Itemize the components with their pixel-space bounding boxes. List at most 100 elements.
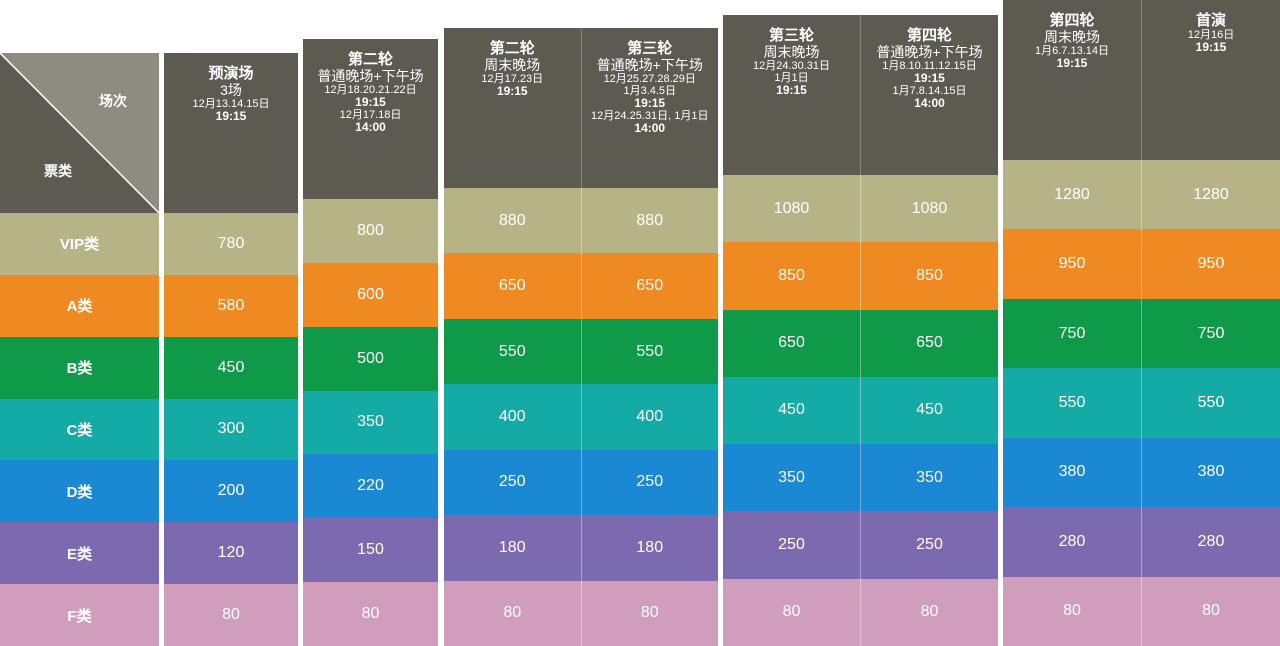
price-cell: 500 <box>357 349 384 367</box>
session-date: 12月17.23日 <box>481 73 544 85</box>
price-cell: 80 <box>860 578 998 646</box>
price-cell: 80 <box>361 605 380 623</box>
session-time: 19:15 <box>1056 56 1088 70</box>
price-row-c: 400 400 <box>444 384 718 450</box>
price-cell: 80 <box>782 603 801 621</box>
price-row-f: 80 80 <box>1003 576 1280 646</box>
price-row-d: 220 <box>303 454 438 519</box>
price-row-f: 80 80 <box>444 580 719 646</box>
price-row-d: 200 <box>164 460 298 523</box>
price-cell: 1080 <box>773 199 810 217</box>
price-row-e: 280 280 <box>1003 507 1280 577</box>
price-row-vip: 880 880 <box>444 188 719 254</box>
price-cell: 120 <box>217 544 245 562</box>
price-cell: 180 <box>580 515 719 581</box>
price-cell: 750 <box>1058 324 1086 342</box>
session-header-column: 第三轮 周末晚场 12月24.30.31日 1月1日 19:15 <box>723 15 860 175</box>
price-row-b: 550 550 <box>444 318 718 385</box>
price-cell: 800 <box>357 221 384 239</box>
block-round4-weekend-premiere: 第四轮 周末晚场 1月6.7.13.14日 19:15 首演 12月16日 19:15 128… <box>1003 0 1280 646</box>
price-row-a: A类 <box>0 274 159 337</box>
price-cell: 180 <box>498 538 526 556</box>
session-time: 14:00 <box>914 96 945 110</box>
category-label: B类 <box>66 360 93 378</box>
category-label-column: 场次 票类 VIP类 A类 B类 C类 D类 E类 F类 <box>0 53 159 646</box>
price-cell: 1080 <box>860 175 998 243</box>
price-cell: 80 <box>580 580 719 646</box>
session-title: 第二轮 <box>489 40 535 57</box>
price-row-a: 950 950 <box>1003 229 1280 299</box>
price-cell: 850 <box>778 266 805 284</box>
price-row-b: 500 <box>303 326 438 391</box>
session-sub: 普通晚场+下午场 <box>317 68 424 84</box>
price-row-vip: 1280 1280 <box>1003 160 1280 230</box>
category-label: F类 <box>67 607 92 625</box>
price-cell: 600 <box>357 285 384 303</box>
price-cell: 650 <box>498 277 526 295</box>
price-row-d: 380 380 <box>1003 437 1280 508</box>
session-title: 首演 <box>1195 12 1226 29</box>
price-row-a: 600 <box>303 262 438 327</box>
price-cell: 380 <box>1058 463 1086 481</box>
block-round2-regular: 第二轮 普通晚场+下午场 12月18.20.21.22日 19:15 12月17.18日… <box>303 39 438 646</box>
price-cell: 580 <box>217 296 245 314</box>
session-header-column: 第二轮 普通晚场+下午场 12月18.20.21.22日 19:15 12月17.18日… <box>303 39 438 199</box>
corner-header: 场次 票类 <box>0 53 159 213</box>
price-row-e: 120 <box>164 522 298 585</box>
price-cell: 650 <box>580 253 719 319</box>
session-date: 12月18.20.21.22日 <box>324 84 417 96</box>
session-title: 第三轮 <box>768 27 814 44</box>
session-header: 第三轮 周末晚场 12月24.30.31日 1月1日 19:15 第四轮 普通晚场+下午场 1… <box>723 15 998 175</box>
price-cell: 350 <box>357 413 384 431</box>
price-cell: 220 <box>357 477 384 495</box>
price-cell: 80 <box>1141 576 1280 646</box>
session-date: 1月1日 <box>774 72 809 84</box>
price-cell: 650 <box>778 334 805 352</box>
block-round3-weekend-round4-regular: 第三轮 周末晚场 12月24.30.31日 1月1日 19:15 第四轮 普通晚场+下午场 1… <box>723 15 998 646</box>
category-label: A类 <box>66 298 93 316</box>
session-time: 19:15 <box>496 84 528 98</box>
session-title: 第三轮 <box>627 40 673 57</box>
session-header: 第二轮 周末晚场 12月17.23日 19:15 第三轮 普通晚场+下午场 12月25.27… <box>444 28 718 188</box>
price-row-b: 750 750 <box>1003 298 1280 369</box>
session-header: 预演场 3场 12月13.14.15日 19:15 <box>164 53 298 213</box>
price-cell: 650 <box>860 309 998 377</box>
session-header: 第四轮 周末晚场 1月6.7.13.14日 19:15 首演 12月16日 19:15 <box>1003 0 1280 160</box>
price-row-a: 850 850 <box>723 242 998 310</box>
price-cell: 400 <box>498 407 526 425</box>
price-cell: 250 <box>580 449 719 516</box>
price-cell: 450 <box>860 376 998 445</box>
price-row-d: 350 350 <box>723 444 998 512</box>
session-sub: 普通晚场+下午场 <box>876 44 983 60</box>
price-row-vip: VIP类 <box>0 213 159 275</box>
session-header-column: 第二轮 周末晚场 12月17.23日 19:15 <box>444 28 581 188</box>
price-cell: 250 <box>860 511 998 579</box>
session-time: 19:15 <box>355 95 386 109</box>
price-cell: 850 <box>860 242 998 310</box>
session-time: 19:15 <box>776 83 807 97</box>
price-cell: 880 <box>580 188 719 254</box>
price-cell: 250 <box>778 536 805 554</box>
corner-ticket-type-label: 票类 <box>44 163 72 179</box>
session-date: 12月13.14.15日 <box>192 98 270 110</box>
price-row-vip: 780 <box>164 213 298 275</box>
session-header-column: 首演 12月16日 19:15 <box>1141 0 1280 160</box>
price-row-c: 550 550 <box>1003 368 1280 438</box>
price-cell: 750 <box>1141 298 1280 369</box>
session-date: 1月6.7.13.14日 <box>1035 45 1109 57</box>
price-cell: 150 <box>357 541 384 559</box>
price-row-d: 250 250 <box>444 449 719 516</box>
session-date: 12月24.30.31日 <box>752 60 831 72</box>
price-cell: 250 <box>498 473 526 491</box>
session-date: 1月3.4.5日 <box>623 85 677 97</box>
session-time: 19:15 <box>914 71 945 85</box>
session-title: 预演场 <box>208 65 254 82</box>
session-title: 第四轮 <box>1049 12 1095 29</box>
session-time: 19:15 <box>1195 40 1227 54</box>
price-cell: 380 <box>1141 437 1280 508</box>
block-round2-weekend-round3-regular: 第二轮 周末晚场 12月17.23日 19:15 第三轮 普通晚场+下午场 12月25.27… <box>444 28 718 646</box>
price-cell: 300 <box>217 420 245 438</box>
price-cell: 280 <box>1141 507 1280 577</box>
session-title: 第二轮 <box>347 51 393 68</box>
price-cell: 1280 <box>1141 160 1280 230</box>
